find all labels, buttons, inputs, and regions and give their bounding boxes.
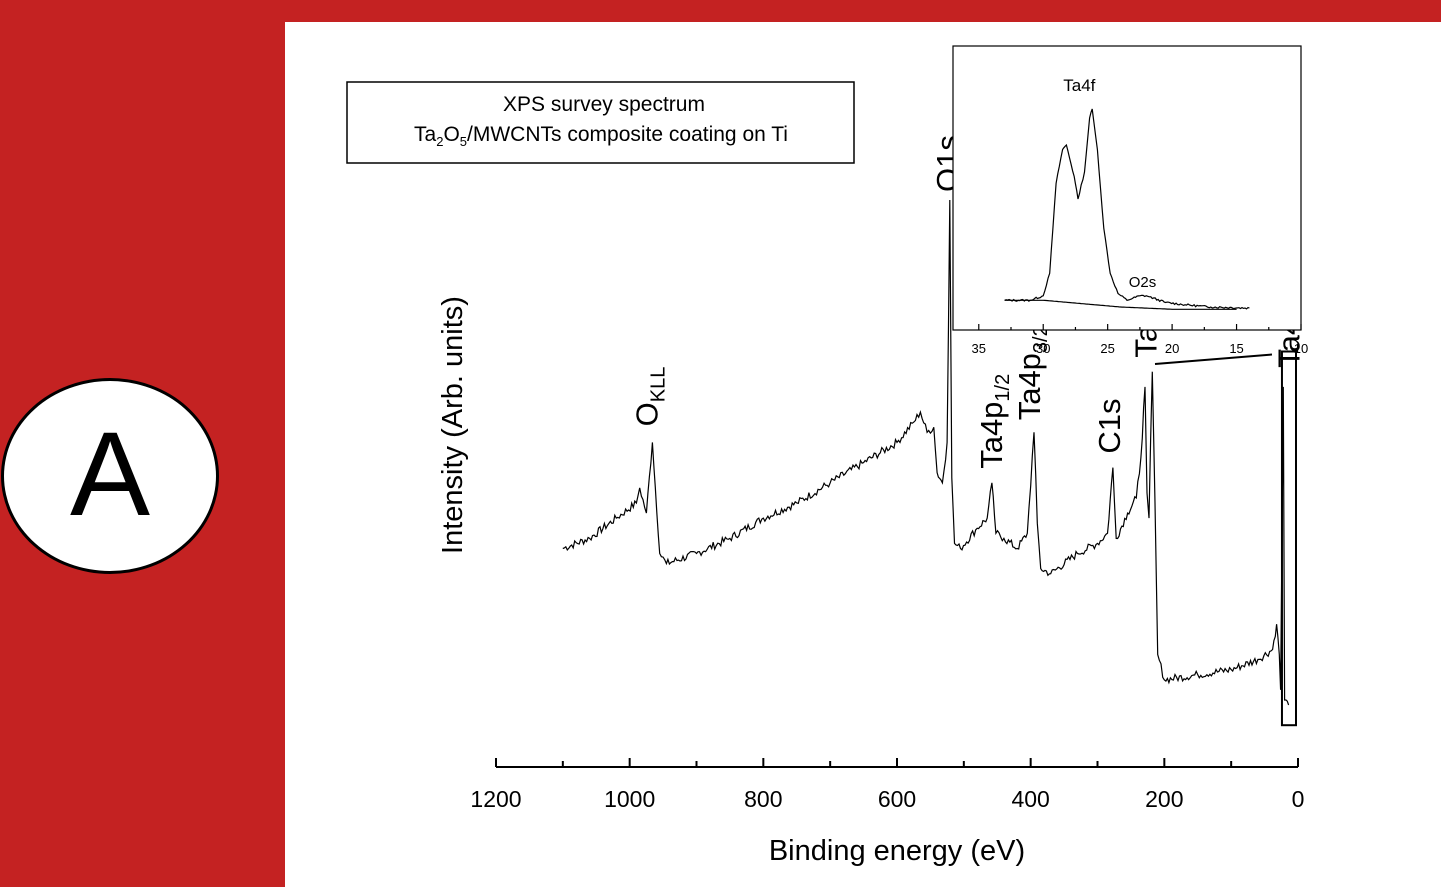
x-axis-label: Binding energy (eV) — [769, 835, 1025, 867]
annotation-ta4p12: Ta4p1/2 — [974, 374, 1014, 469]
inset-x-tick-label: 30 — [1036, 341, 1050, 356]
survey-spectrum-line — [562, 199, 1290, 706]
inset-x-tick-label: 20 — [1165, 341, 1179, 356]
x-tick-label: 800 — [744, 786, 782, 812]
annotation-ta4p32-sub: 3/2 — [1030, 325, 1052, 353]
legend-line-2-o: O — [443, 123, 459, 146]
inset-annotation-ta4f: Ta4f — [1063, 76, 1095, 95]
inset-x-tick-label: 10 — [1294, 341, 1308, 356]
main-plot: 1200 1000 800 600 400 200 0 Binding energy (eV… — [437, 135, 1306, 867]
inset-frame — [952, 45, 1302, 331]
panel-label-badge: A — [1, 378, 219, 574]
x-tick-label: 600 — [878, 786, 916, 812]
annotation-okll-sub: KLL — [647, 367, 669, 403]
annotation-okll: OKLL — [629, 367, 669, 427]
x-axis: 1200 1000 800 600 400 200 0 — [470, 758, 1304, 812]
legend-line-1: XPS survey spectrum — [503, 93, 705, 116]
inset-connector-line — [1154, 353, 1273, 365]
annotation-c1s: C1s — [1092, 398, 1127, 453]
inset-x-tick-label: 35 — [972, 341, 986, 356]
legend-line-2-sub-2: 2 — [436, 134, 443, 149]
legend-line-2-sub-5: 5 — [460, 134, 467, 149]
annotation-ta4p12-base: Ta4p — [974, 402, 1009, 469]
legend-line-2: Ta2O5/MWCNTs composite coating on Ti — [414, 123, 788, 149]
panel-label: A — [69, 407, 151, 541]
annotation-ta4p12-sub: 1/2 — [992, 374, 1014, 402]
legend-line-2-ta: Ta — [414, 123, 437, 146]
y-axis-label: Intensity (Arb. units) — [437, 296, 469, 554]
inset-annotation-o2s: O2s — [1129, 274, 1157, 291]
inset-x-tick-label: 25 — [1100, 341, 1114, 356]
legend-box: XPS survey spectrum Ta2O5/MWCNTs composi… — [346, 81, 855, 164]
x-tick-label: 400 — [1011, 786, 1049, 812]
x-tick-label: 200 — [1145, 786, 1183, 812]
inset-x-axis: 35 30 25 20 15 10 — [972, 324, 1308, 356]
ta4f-highlight-box — [1280, 350, 1297, 727]
inset-background-line — [1004, 299, 1237, 310]
annotation-okll-base: O — [629, 402, 664, 426]
legend-frame — [346, 81, 855, 164]
annotation-ta4p32: Ta4p3/2 — [1012, 325, 1052, 420]
x-tick-label: 1200 — [470, 786, 521, 812]
legend-line-2-rest: /MWCNTs composite coating on Ti — [467, 123, 788, 146]
x-tick-label: 0 — [1292, 786, 1305, 812]
annotation-ta4p32-base: Ta4p — [1012, 353, 1047, 420]
inset-ta4f-spectrum-line — [1004, 108, 1250, 310]
x-tick-label: 1000 — [604, 786, 655, 812]
inset-plot: 35 30 25 20 15 10 Ta4f O2s — [952, 45, 1308, 356]
inset-x-tick-label: 15 — [1229, 341, 1243, 356]
